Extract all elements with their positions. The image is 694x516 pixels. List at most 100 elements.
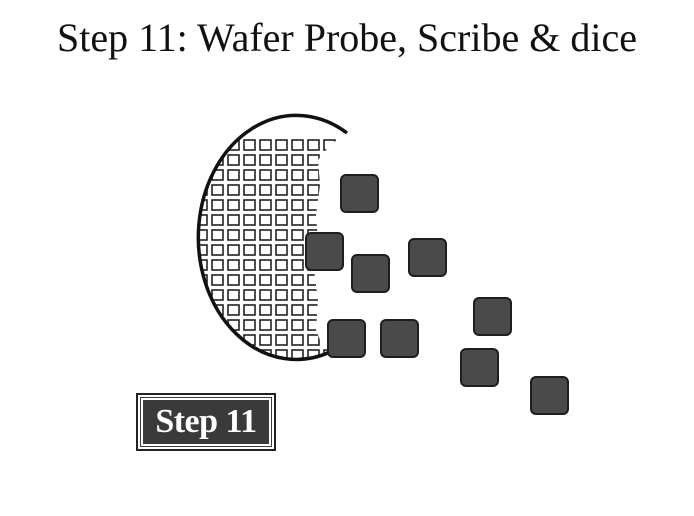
wafer-die — [275, 154, 288, 166]
wafer-edge — [196, 113, 349, 362]
wafer-die — [307, 289, 320, 301]
wafer-die — [291, 274, 304, 286]
wafer-die — [307, 319, 320, 331]
wafer-die — [227, 199, 240, 211]
wafer-die — [227, 274, 240, 286]
wafer-die — [307, 274, 320, 286]
wafer-die — [259, 334, 272, 346]
wafer-die — [243, 229, 256, 241]
wafer-die — [198, 229, 208, 241]
wafer-die — [180, 200, 191, 210]
wafer-die — [307, 154, 320, 166]
wafer-die — [259, 304, 272, 316]
wafer-die — [148, 320, 159, 330]
wafer-die — [323, 304, 336, 316]
wafer-die — [323, 154, 336, 166]
diced-chip — [351, 254, 390, 293]
wafer-die — [211, 244, 224, 256]
wafer-die — [148, 305, 159, 315]
diced-chip — [460, 348, 499, 387]
wafer-die — [227, 214, 240, 226]
wafer-die — [148, 155, 159, 165]
wafer-die — [243, 214, 256, 226]
diced-chip — [473, 297, 512, 336]
wafer-die — [307, 214, 320, 226]
wafer-die — [164, 230, 175, 240]
wafer-die — [307, 139, 320, 151]
wafer-die — [164, 290, 175, 300]
wafer-die — [164, 245, 175, 255]
wafer-die — [198, 304, 208, 316]
wafer-die — [148, 350, 159, 360]
wafer-die — [164, 140, 175, 150]
wafer-die — [227, 229, 240, 241]
wafer-die — [164, 170, 175, 180]
wafer-die — [259, 259, 272, 271]
wafer-die — [227, 154, 240, 166]
diced-chip — [530, 376, 569, 415]
wafer-die — [259, 139, 272, 151]
wafer-die — [323, 139, 336, 151]
wafer-die — [307, 169, 320, 181]
wafer-die — [243, 169, 256, 181]
wafer-die — [180, 260, 191, 270]
wafer-die — [180, 215, 191, 225]
wafer-die — [323, 184, 336, 196]
diced-chip — [327, 319, 366, 358]
wafer-die — [259, 199, 272, 211]
wafer-die — [323, 289, 336, 301]
wafer-die — [275, 229, 288, 241]
wafer-die — [259, 214, 272, 226]
wafer-die — [275, 289, 288, 301]
wafer-die — [211, 334, 224, 346]
wafer-die — [291, 154, 304, 166]
wafer-die — [180, 350, 191, 360]
wafer-die — [291, 334, 304, 346]
wafer-die — [307, 199, 320, 211]
wafer-die — [243, 259, 256, 271]
wafer-die — [291, 199, 304, 211]
wafer-die — [307, 184, 320, 196]
wafer-die — [275, 184, 288, 196]
wafer-die — [148, 245, 159, 255]
wafer-die — [164, 320, 175, 330]
wafer-die — [211, 229, 224, 241]
page-title: Step 11: Wafer Probe, Scribe & dice — [57, 15, 637, 60]
wafer-die — [243, 139, 256, 151]
wafer-die — [243, 274, 256, 286]
wafer-die — [243, 319, 256, 331]
wafer-die — [198, 244, 208, 256]
wafer-die — [275, 169, 288, 181]
wafer-die — [227, 349, 240, 360]
wafer-die — [259, 229, 272, 241]
wafer-die — [180, 230, 191, 240]
step-badge: Step 11 — [136, 393, 276, 451]
wafer-die — [227, 169, 240, 181]
wafer-die — [180, 305, 191, 315]
wafer-die — [275, 139, 288, 151]
wafer-die — [291, 319, 304, 331]
wafer-die — [227, 244, 240, 256]
wafer-die — [164, 335, 175, 345]
wafer-die — [164, 200, 175, 210]
wafer-die — [291, 229, 304, 241]
wafer-die — [259, 169, 272, 181]
wafer-die — [180, 170, 191, 180]
wafer-die — [211, 199, 224, 211]
diced-chip — [380, 319, 419, 358]
wafer-die — [180, 275, 191, 285]
wafer-die — [323, 169, 336, 181]
wafer-die — [275, 244, 288, 256]
diced-chip — [305, 232, 344, 271]
wafer-die — [291, 139, 304, 151]
wafer-die — [275, 214, 288, 226]
wafer-die — [164, 215, 175, 225]
wafer-die — [307, 334, 320, 346]
wafer-die — [323, 214, 336, 226]
wafer-die — [243, 289, 256, 301]
wafer-die — [198, 289, 208, 301]
wafer-die — [275, 199, 288, 211]
wafer-die — [180, 185, 191, 195]
wafer-die — [227, 259, 240, 271]
wafer-die — [211, 139, 224, 151]
